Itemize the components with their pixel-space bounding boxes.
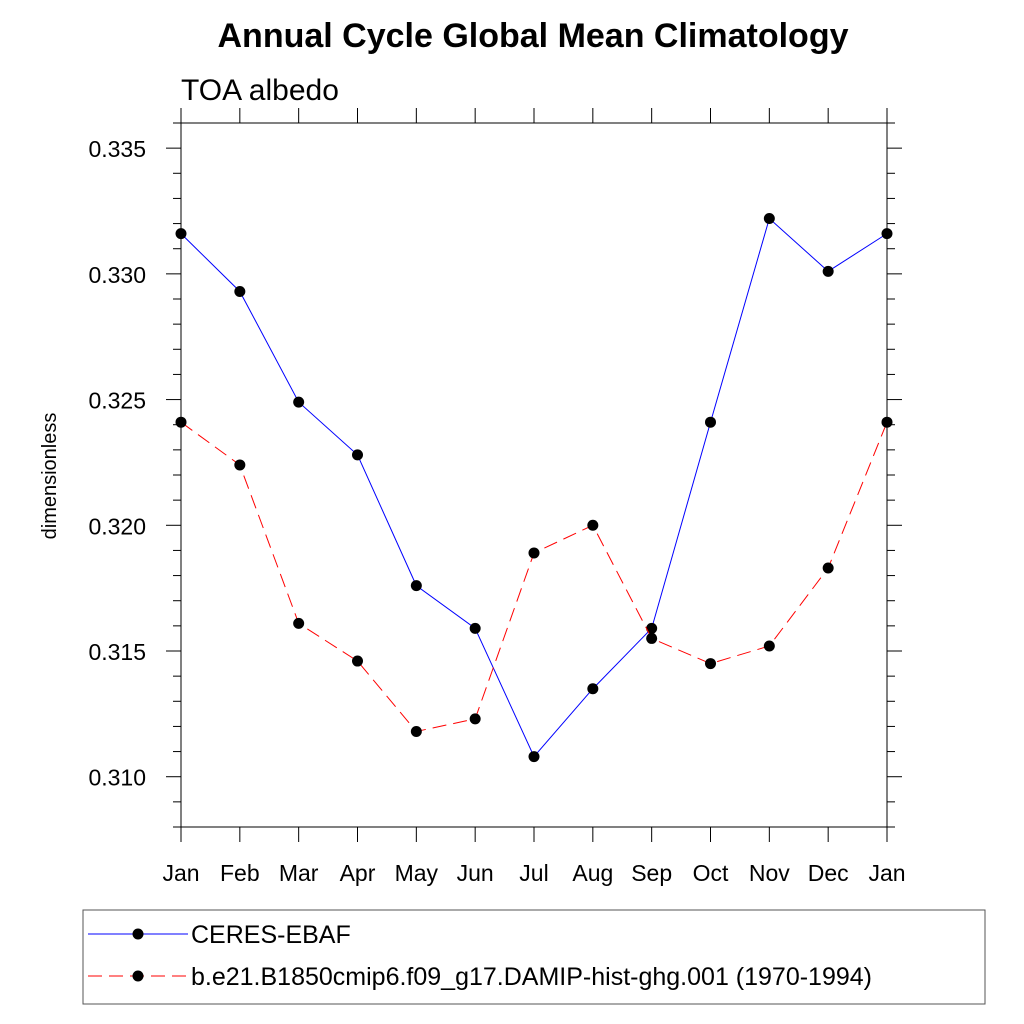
data-point: [587, 683, 599, 695]
y-axis-label: dimensionless: [39, 413, 61, 540]
legend-marker-model: [132, 970, 144, 982]
y-tick-label: 0.320: [88, 513, 146, 539]
y-tick-label: 0.315: [88, 639, 146, 665]
series-line: [180, 421, 888, 733]
data-point: [705, 416, 716, 428]
legend-box: [82, 909, 986, 1005]
x-tick-label: Jun: [457, 860, 494, 886]
series-1: [175, 416, 893, 737]
data-point: [469, 622, 481, 634]
y-tick-label: 0.330: [88, 262, 146, 288]
x-tick-label: Feb: [220, 860, 260, 886]
series-layer: [175, 213, 893, 763]
x-tick-label: Aug: [572, 860, 613, 886]
y-tick-label: 0.325: [88, 388, 146, 414]
chart-subtitle: TOA albedo: [181, 74, 339, 107]
x-tick-label: May: [395, 860, 439, 886]
data-point: [763, 213, 775, 225]
data-point: [175, 228, 187, 240]
data-point: [763, 640, 775, 652]
x-tick-label: Nov: [749, 860, 790, 886]
data-point: [881, 416, 893, 428]
data-point: [528, 751, 540, 763]
x-tick-label: Jul: [519, 860, 548, 886]
series-0: [175, 213, 893, 763]
x-tick-label: Jan: [162, 860, 199, 886]
data-point: [293, 617, 305, 629]
series-line: [180, 217, 888, 758]
data-point: [881, 228, 893, 240]
data-point: [646, 632, 658, 644]
x-tick-label: Mar: [279, 860, 319, 886]
x-tick-label: Sep: [631, 860, 672, 886]
data-point: [646, 622, 658, 634]
legend: CERES-EBAF b.e21.B1850cmip6.f09_g17.DAMI…: [82, 909, 986, 1005]
chart-title: Annual Cycle Global Mean Climatology: [218, 17, 849, 55]
legend-label-model: b.e21.B1850cmip6.f09_g17.DAMIP-hist-ghg.…: [191, 963, 872, 991]
data-point: [587, 519, 599, 531]
x-tick-label: Jan: [868, 860, 905, 886]
data-point: [822, 562, 834, 574]
data-point: [410, 725, 422, 737]
legend-label-ceres: CERES-EBAF: [191, 921, 351, 949]
data-point: [234, 285, 246, 297]
data-point: [352, 655, 363, 667]
legend-marker-ceres: [132, 928, 144, 940]
data-point: [528, 547, 540, 559]
data-point: [352, 449, 363, 461]
data-point: [469, 713, 481, 725]
data-point: [175, 416, 187, 428]
data-point: [410, 580, 422, 592]
data-point: [822, 265, 834, 277]
x-tick-label: Dec: [808, 860, 849, 886]
x-tick-label: Oct: [693, 860, 729, 886]
x-tick-label: Apr: [340, 860, 376, 886]
y-tick-label: 0.335: [88, 136, 146, 162]
data-point: [705, 658, 716, 670]
axes: Jan Feb Mar Apr May Jun Jul Aug Sep Oct Nov Dec Jan 0…: [88, 108, 906, 886]
data-point: [234, 459, 246, 471]
data-point: [293, 396, 305, 408]
y-tick-label: 0.310: [88, 765, 146, 791]
